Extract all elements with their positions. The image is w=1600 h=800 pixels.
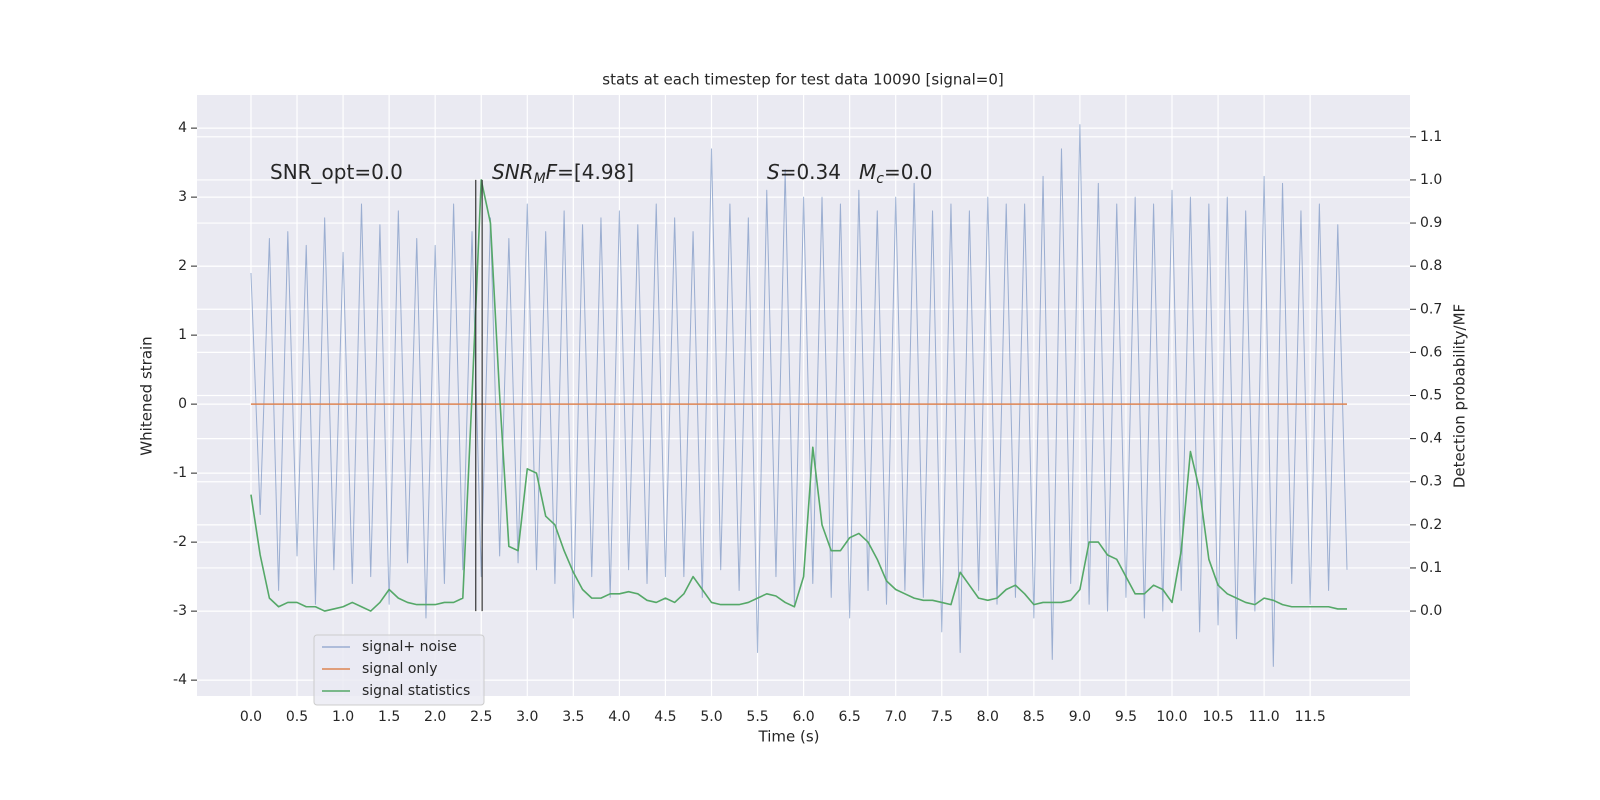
x-tick-label: 7.5 [931,709,953,725]
y2-tick-label: 1.1 [1420,129,1442,145]
y-axis-label: Whitened strain [138,336,156,455]
y2-tick-label: 1.0 [1420,172,1442,188]
annotation: S=0.34 [767,160,841,184]
y-tick-label: -1 [173,465,187,481]
y2-tick-label: 0.3 [1420,474,1442,490]
annotation: SNRMF=[4.98] [492,160,634,188]
x-tick-label: 2.0 [424,709,446,725]
x-tick-label: 0.5 [286,709,308,725]
x-tick-label: 8.0 [977,709,999,725]
x-tick-label: 1.5 [378,709,400,725]
y2-axis-label: Detection probability/MF [1451,304,1469,488]
x-tick-label: 4.5 [654,709,676,725]
x-tick-label: 9.5 [1115,709,1137,725]
x-tick-label: 11.0 [1249,709,1280,725]
y-tick-label: -4 [173,672,187,688]
y2-tick-label: 0.9 [1420,215,1442,231]
annotation: SNR_opt=0.0 [270,160,403,184]
legend-label: signal only [362,661,437,677]
chart-title: stats at each timestep for test data 100… [602,71,1003,89]
y-tick-label: 1 [178,327,187,343]
y2-tick-label: 0.2 [1420,517,1442,533]
y-tick-label: 0 [178,396,187,412]
x-tick-label: 6.0 [792,709,814,725]
x-tick-label: 0.0 [240,709,262,725]
x-tick-label: 3.5 [562,709,584,725]
y2-tick-label: 0.4 [1420,431,1442,447]
annotation-part: =[4.98] [557,160,634,184]
x-tick-label: 5.5 [746,709,768,725]
annotation-part: S [767,160,780,184]
y-tick-label: 4 [178,120,187,136]
y2-tick-label: 0.6 [1420,344,1442,360]
x-tick-label: 3.0 [516,709,538,725]
x-tick-label: 4.0 [608,709,630,725]
x-tick-label: 5.0 [700,709,722,725]
legend-label: signal statistics [362,683,470,699]
x-tick-label: 11.5 [1295,709,1326,725]
y-tick-label: -3 [173,603,187,619]
y2-tick-label: 0.7 [1420,301,1442,317]
legend-label: signal+ noise [362,639,457,655]
annotation-part: =0.34 [780,160,841,184]
x-axis-label: Time (s) [758,728,820,746]
x-tick-label: 9.0 [1069,709,1091,725]
overlay: SNR_opt=0.0 SNRMF=[4.98] S=0.34 Mc=0.0signa… [270,160,933,706]
annotation-part: SNR_opt=0.0 [270,160,403,184]
annotation-part: F [546,160,558,184]
y-tick-label: 2 [178,258,187,274]
legend-box [313,634,485,706]
x-tick-label: 8.5 [1023,709,1045,725]
x-tick-label: 10.5 [1202,709,1233,725]
y-tick-label: 3 [178,189,187,205]
x-tick-label: 6.5 [839,709,861,725]
annotation-part: SNR [492,160,534,184]
y2-tick-label: 0.1 [1420,560,1442,576]
annotation-part: c [876,171,884,187]
legend: signal+ noise signal only signal statistic… [313,634,485,706]
y2-tick-label: 0.5 [1420,388,1442,404]
annotation-part: M [859,160,876,184]
annotation-part: =0.0 [884,160,933,184]
x-tick-label: 1.0 [332,709,354,725]
y2-tick-label: 0.0 [1420,603,1442,619]
annotation: Mc=0.0 [859,160,933,188]
series-line [250,124,1348,667]
y-tick-label: -2 [173,534,187,550]
series-line [250,179,1347,612]
x-tick-label: 10.0 [1156,709,1187,725]
x-tick-label: 7.0 [885,709,907,725]
y2-tick-label: 0.8 [1420,258,1442,274]
annotation-part: M [534,171,546,187]
marks [250,124,1348,667]
x-tick-label: 2.5 [470,709,492,725]
